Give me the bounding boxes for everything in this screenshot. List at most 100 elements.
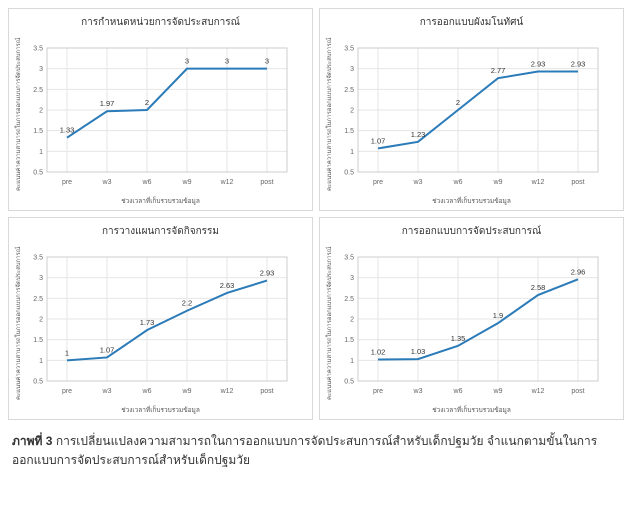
x-tick-label: w9 bbox=[493, 388, 503, 395]
x-tick-label: post bbox=[571, 179, 584, 186]
value-label: 1.23 bbox=[411, 130, 426, 139]
line-chart: 0.511.522.533.5prew3w6w9w12post1.071.232… bbox=[336, 34, 606, 194]
chart-svg-wrap: 0.511.522.533.5prew3w6w9w12post11.071.73… bbox=[25, 243, 295, 403]
value-label: 2.93 bbox=[531, 60, 546, 69]
figure-caption-text: การเปลี่ยนแปลงความสามารถในการออกแบบการจั… bbox=[12, 434, 597, 467]
x-tick-label: pre bbox=[62, 388, 72, 395]
x-tick-label: w3 bbox=[102, 388, 112, 395]
x-tick-label: w9 bbox=[493, 179, 503, 186]
chart-area: คะแนนค่าความสามารถในการออกแบบการจัดประสบ… bbox=[13, 34, 308, 194]
value-label: 1.07 bbox=[371, 136, 386, 145]
chart-grid: การกำหนดหน่วยการจัดประสบการณ์ คะแนนค่าคว… bbox=[8, 8, 624, 420]
x-tick-label: w9 bbox=[182, 179, 192, 186]
x-tick-label: pre bbox=[62, 179, 72, 186]
y-tick-label: 3.5 bbox=[33, 255, 43, 262]
y-tick-label: 0.5 bbox=[344, 379, 354, 386]
y-tick-label: 1.5 bbox=[344, 337, 354, 344]
value-label: 2.63 bbox=[220, 281, 235, 290]
line-chart: 0.511.522.533.5prew3w6w9w12post1.021.031… bbox=[336, 243, 606, 403]
line-chart: 0.511.522.533.5prew3w6w9w12post11.071.73… bbox=[25, 243, 295, 403]
value-label: 1.35 bbox=[451, 334, 466, 343]
x-tick-label: w12 bbox=[220, 179, 234, 186]
x-axis-label: ช่วงเวลาที่เก็บรวบรวมข้อมูล bbox=[13, 405, 308, 415]
y-tick-label: 0.5 bbox=[33, 379, 43, 386]
x-tick-label: w9 bbox=[182, 388, 192, 395]
panel-title: การกำหนดหน่วยการจัดประสบการณ์ bbox=[13, 15, 308, 30]
x-axis-label: ช่วงเวลาที่เก็บรวบรวมข้อมูล bbox=[13, 196, 308, 206]
y-tick-label: 3.5 bbox=[344, 46, 354, 53]
chart-panel: การวางแผนการจัดกิจกรรม คะแนนค่าความสามาร… bbox=[8, 217, 313, 420]
y-tick-label: 2.5 bbox=[33, 87, 43, 94]
chart-area: คะแนนค่าความสามารถในการออกแบบการจัดประสบ… bbox=[13, 243, 308, 403]
value-label: 3 bbox=[225, 57, 229, 66]
y-tick-label: 3 bbox=[350, 275, 354, 282]
y-tick-label: 2 bbox=[39, 317, 43, 324]
y-tick-label: 3 bbox=[350, 66, 354, 73]
panel-title: การออกแบบผังมโนทัศน์ bbox=[324, 15, 619, 30]
y-tick-label: 1.5 bbox=[33, 128, 43, 135]
y-tick-label: 0.5 bbox=[33, 170, 43, 177]
y-tick-label: 1 bbox=[39, 149, 43, 156]
value-label: 2.2 bbox=[182, 299, 192, 308]
figure-caption: ภาพที่ 3 การเปลี่ยนแปลงความสามารถในการออ… bbox=[8, 432, 624, 470]
chart-area: คะแนนค่าความสามารถในการออกแบบการจัดประสบ… bbox=[324, 34, 619, 194]
y-tick-label: 1 bbox=[39, 358, 43, 365]
value-label: 1.07 bbox=[100, 345, 115, 354]
x-tick-label: pre bbox=[373, 388, 383, 395]
value-label: 1 bbox=[65, 348, 69, 357]
x-tick-label: w3 bbox=[413, 179, 423, 186]
chart-area: คะแนนค่าความสามารถในการออกแบบการจัดประสบ… bbox=[324, 243, 619, 403]
x-tick-label: w6 bbox=[142, 388, 152, 395]
x-tick-label: w6 bbox=[453, 388, 463, 395]
chart-panel: การออกแบบการจัดประสบการณ์ คะแนนค่าความสา… bbox=[319, 217, 624, 420]
y-axis-label: คะแนนค่าความสามารถในการออกแบบการจัดประสบ… bbox=[13, 243, 25, 403]
data-line bbox=[67, 281, 267, 361]
chart-svg-wrap: 0.511.522.533.5prew3w6w9w12post1.021.031… bbox=[336, 243, 606, 403]
y-tick-label: 1.5 bbox=[344, 128, 354, 135]
value-label: 2.93 bbox=[571, 60, 586, 69]
value-label: 3 bbox=[265, 57, 269, 66]
y-tick-label: 1.5 bbox=[33, 337, 43, 344]
value-label: 2.93 bbox=[260, 269, 275, 278]
y-tick-label: 2.5 bbox=[344, 87, 354, 94]
y-tick-label: 3 bbox=[39, 275, 43, 282]
x-tick-label: w3 bbox=[102, 179, 112, 186]
x-axis-label: ช่วงเวลาที่เก็บรวบรวมข้อมูล bbox=[324, 196, 619, 206]
y-tick-label: 3.5 bbox=[33, 46, 43, 53]
value-label: 2 bbox=[456, 98, 460, 107]
chart-panel: การกำหนดหน่วยการจัดประสบการณ์ คะแนนค่าคว… bbox=[8, 8, 313, 211]
y-tick-label: 2 bbox=[39, 108, 43, 115]
value-label: 2.58 bbox=[531, 283, 546, 292]
y-axis-label: คะแนนค่าความสามารถในการออกแบบการจัดประสบ… bbox=[324, 243, 336, 403]
x-tick-label: w6 bbox=[142, 179, 152, 186]
value-label: 1.73 bbox=[140, 318, 155, 327]
y-tick-label: 0.5 bbox=[344, 170, 354, 177]
x-tick-label: w12 bbox=[531, 179, 545, 186]
y-tick-label: 2 bbox=[350, 317, 354, 324]
y-axis-label: คะแนนค่าความสามารถในการออกแบบการจัดประสบ… bbox=[324, 34, 336, 194]
figure-caption-label: ภาพที่ 3 bbox=[12, 434, 52, 448]
x-axis-label: ช่วงเวลาที่เก็บรวบรวมข้อมูล bbox=[324, 405, 619, 415]
value-label: 2 bbox=[145, 98, 149, 107]
y-tick-label: 3 bbox=[39, 66, 43, 73]
chart-svg-wrap: 0.511.522.533.5prew3w6w9w12post1.331.972… bbox=[25, 34, 295, 194]
x-tick-label: w3 bbox=[413, 388, 423, 395]
value-label: 1.02 bbox=[371, 348, 386, 357]
y-tick-label: 2 bbox=[350, 108, 354, 115]
data-line bbox=[67, 69, 267, 138]
x-tick-label: post bbox=[260, 388, 273, 395]
y-tick-label: 2.5 bbox=[344, 296, 354, 303]
value-label: 1.9 bbox=[493, 311, 503, 320]
y-tick-label: 1 bbox=[350, 358, 354, 365]
x-tick-label: w12 bbox=[531, 388, 545, 395]
value-label: 1.03 bbox=[411, 347, 426, 356]
value-label: 1.33 bbox=[60, 126, 75, 135]
value-label: 2.77 bbox=[491, 66, 506, 75]
x-tick-label: post bbox=[571, 388, 584, 395]
y-tick-label: 1 bbox=[350, 149, 354, 156]
x-tick-label: pre bbox=[373, 179, 383, 186]
y-tick-label: 2.5 bbox=[33, 296, 43, 303]
panel-title: การออกแบบการจัดประสบการณ์ bbox=[324, 224, 619, 239]
y-axis-label: คะแนนค่าความสามารถในการออกแบบการจัดประสบ… bbox=[13, 34, 25, 194]
line-chart: 0.511.522.533.5prew3w6w9w12post1.331.972… bbox=[25, 34, 295, 194]
